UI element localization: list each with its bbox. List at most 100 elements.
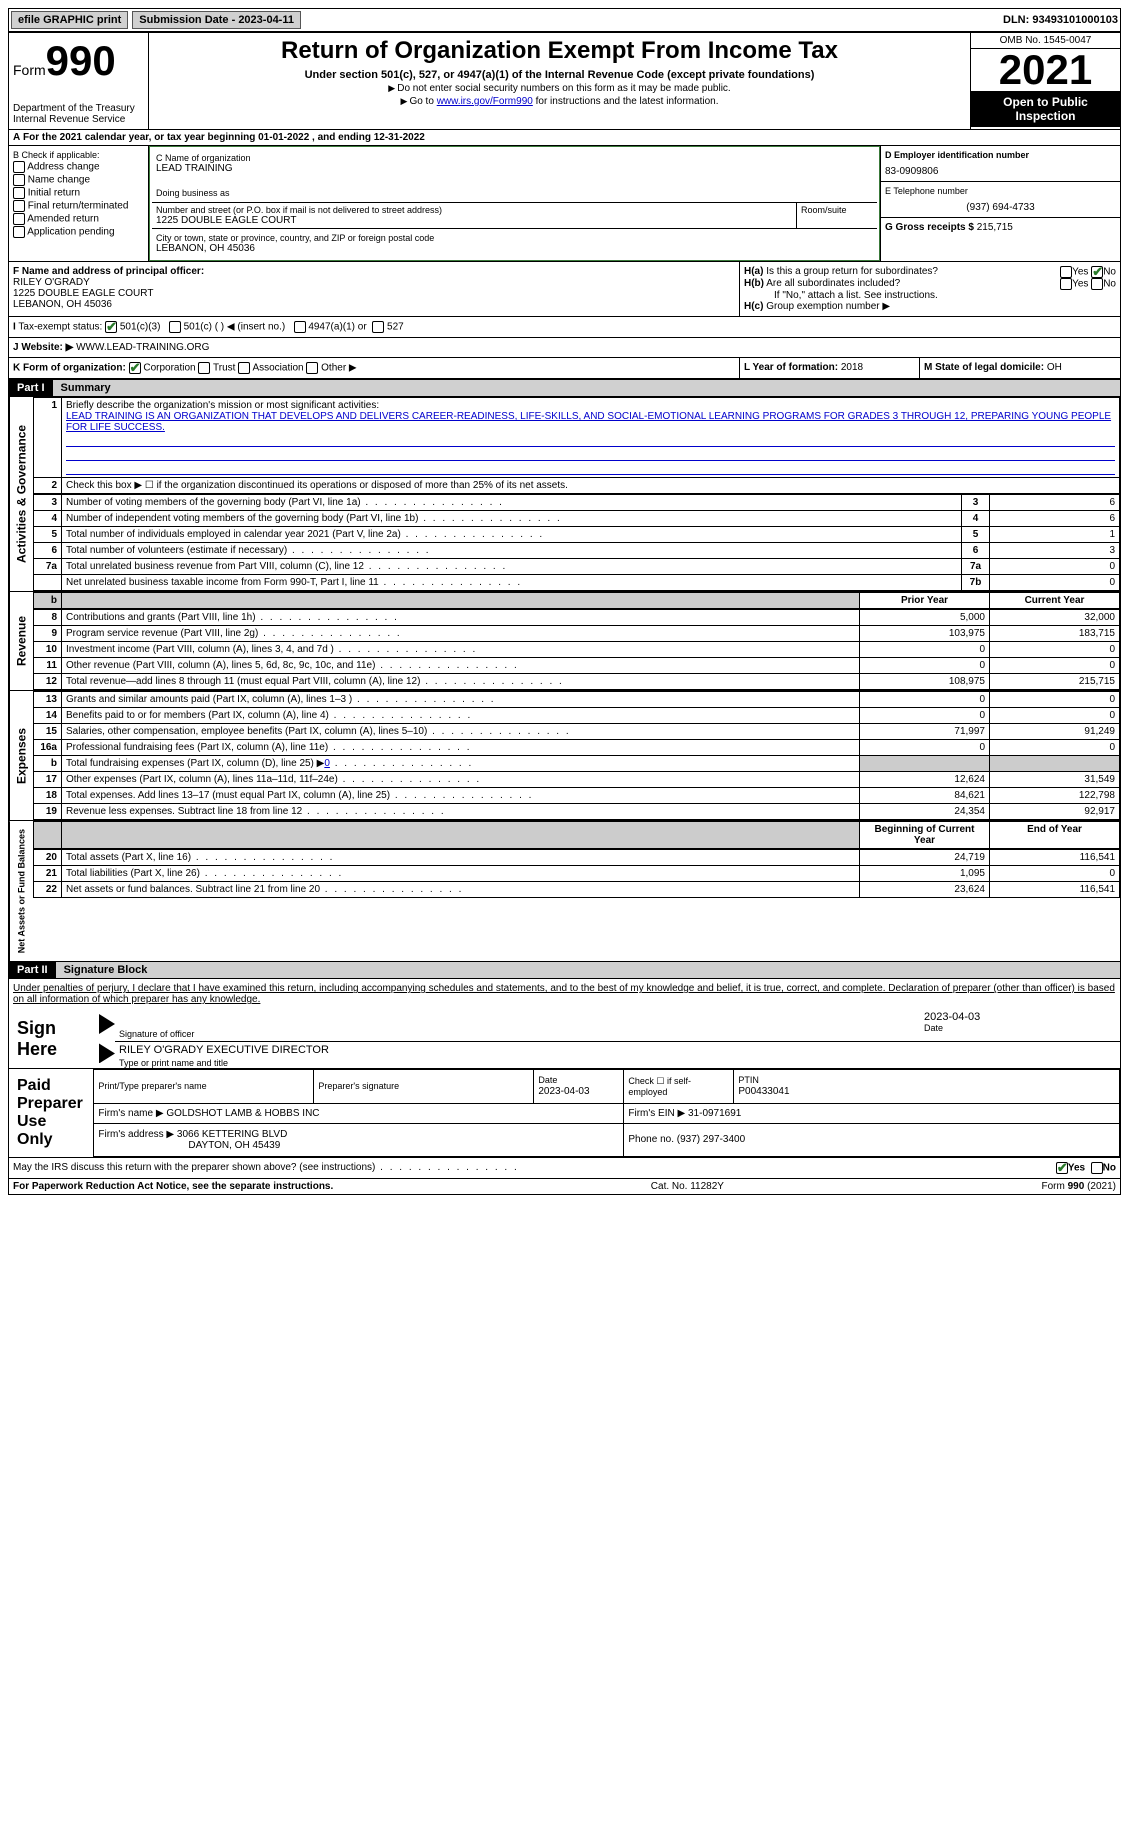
opt-other: Other ▶ (321, 363, 356, 374)
amt-prior: 108,975 (860, 674, 990, 690)
footer-right-pre: Form (1042, 1181, 1068, 1192)
self-emp: Check ☐ if self-employed (624, 1070, 734, 1104)
sign-here: Sign Here (9, 1009, 99, 1068)
cb-ha-yes[interactable] (1060, 266, 1072, 278)
cb-discuss-yes[interactable] (1056, 1162, 1068, 1174)
amt-current: 122,798 (990, 788, 1120, 804)
org-name-label: C Name of organization (156, 153, 873, 163)
lbl-yes: Yes (1072, 267, 1088, 278)
sig-officer-label: Signature of officer (119, 1029, 916, 1039)
name-title-label: Type or print name and title (115, 1058, 1120, 1068)
cb-hb-no[interactable] (1091, 278, 1103, 290)
line-desc: Total number of individuals employed in … (62, 527, 962, 543)
year-formation-label: L Year of formation: (744, 362, 838, 373)
cb-name-change[interactable] (13, 174, 25, 186)
box-num: 7a (962, 559, 990, 575)
amt-prior: 5,000 (860, 610, 990, 626)
lbl-yes2: Yes (1072, 279, 1088, 290)
line-desc: Salaries, other compensation, employee b… (62, 724, 860, 740)
line-num: 14 (34, 708, 62, 724)
cb-final-return[interactable] (13, 200, 25, 212)
efile-button[interactable]: efile GRAPHIC print (11, 11, 128, 29)
cb-4947[interactable] (294, 321, 306, 333)
line-num: 11 (34, 658, 62, 674)
amt-current: 0 (990, 658, 1120, 674)
line-num: 3 (34, 495, 62, 511)
firm-ein: 31-0971691 (688, 1108, 741, 1119)
amt: 3 (990, 543, 1120, 559)
irs-link[interactable]: www.irs.gov/Form990 (437, 96, 533, 107)
cb-501c[interactable] (169, 321, 181, 333)
street-label: Number and street (or P.O. box if mail i… (156, 205, 792, 215)
gross-receipts: 215,715 (977, 222, 1013, 233)
amt-current: 92,917 (990, 804, 1120, 820)
line-desc: Contributions and grants (Part VIII, lin… (62, 610, 860, 626)
line-num: 22 (34, 882, 62, 898)
officer-name-title: RILEY O'GRADY EXECUTIVE DIRECTOR (115, 1042, 1120, 1058)
lbl-no2: No (1103, 279, 1116, 290)
ein-label: D Employer identification number (885, 150, 1029, 160)
cb-trust[interactable] (198, 362, 210, 374)
cal-year-pre: For the 2021 calendar year, or tax year … (23, 132, 258, 143)
street: 1225 DOUBLE EAGLE COURT (156, 215, 792, 226)
line-num (34, 575, 62, 591)
form-header: Form990 Department of the Treasury Inter… (8, 32, 1121, 130)
amt-prior: 0 (860, 740, 990, 756)
cb-initial-return[interactable] (13, 187, 25, 199)
amt: 0 (990, 559, 1120, 575)
declaration: Under penalties of perjury, I declare th… (9, 979, 1120, 1009)
phone-label: E Telephone number (885, 186, 1116, 196)
section-h: H(a) Is this a group return for subordin… (740, 262, 1120, 316)
cb-assoc[interactable] (238, 362, 250, 374)
hdr-prior: Prior Year (860, 593, 990, 609)
cb-corp[interactable] (129, 362, 141, 374)
line-desc: Program service revenue (Part VIII, line… (62, 626, 860, 642)
cb-527[interactable] (372, 321, 384, 333)
website: WWW.LEAD-TRAINING.ORG (76, 342, 209, 353)
note-goto-post: for instructions and the latest informat… (533, 96, 719, 107)
domicile-label: M State of legal domicile: (924, 362, 1044, 373)
ptin: P00433041 (738, 1086, 789, 1097)
part1-title: Summary (53, 380, 1120, 396)
cb-address-change[interactable] (13, 161, 25, 173)
hdr-end: End of Year (990, 822, 1120, 849)
hc-label: Group exemption number ▶ (766, 301, 890, 312)
line-num: 4 (34, 511, 62, 527)
amt-prior: 71,997 (860, 724, 990, 740)
amt-prior: 0 (860, 642, 990, 658)
line-desc: Total assets (Part X, line 16) (62, 850, 860, 866)
firm-name-label: Firm's name ▶ (98, 1108, 163, 1119)
amt-prior: 12,624 (860, 772, 990, 788)
line-desc: Total unrelated business revenue from Pa… (62, 559, 962, 575)
amt-current: 0 (990, 866, 1120, 882)
amt-current: 0 (990, 740, 1120, 756)
tax-year: 2021 (971, 49, 1120, 91)
line-num: 18 (34, 788, 62, 804)
mission-label: Briefly describe the organization's miss… (66, 400, 379, 411)
section-f: F Name and address of principal officer:… (9, 262, 740, 316)
cb-ha-no[interactable] (1091, 266, 1103, 278)
line-desc: Professional fundraising fees (Part IX, … (62, 740, 860, 756)
cb-app-pending[interactable] (13, 226, 25, 238)
line-num: 10 (34, 642, 62, 658)
line-num: b (34, 756, 62, 772)
hdr-current: Current Year (990, 593, 1120, 609)
mission-text: LEAD TRAINING IS AN ORGANIZATION THAT DE… (66, 411, 1111, 433)
form-label: Form (13, 62, 46, 78)
vert-governance: Activities & Governance (9, 397, 33, 591)
cb-501c3[interactable] (105, 321, 117, 333)
cb-hb-yes[interactable] (1060, 278, 1072, 290)
amt-current: 215,715 (990, 674, 1120, 690)
discuss-yes: Yes (1068, 1163, 1085, 1174)
amt-current: 91,249 (990, 724, 1120, 740)
cb-discuss-no[interactable] (1091, 1162, 1103, 1174)
line-num: 19 (34, 804, 62, 820)
room-label: Room/suite (801, 205, 873, 215)
cb-other[interactable] (306, 362, 318, 374)
dln: DLN: 93493101000103 (1003, 14, 1118, 26)
form-title: Return of Organization Exempt From Incom… (153, 37, 966, 65)
section-a: A For the 2021 calendar year, or tax yea… (8, 130, 1121, 146)
firm-phone: (937) 297-3400 (677, 1134, 745, 1145)
cb-amended[interactable] (13, 213, 25, 225)
amt-current: 0 (990, 642, 1120, 658)
